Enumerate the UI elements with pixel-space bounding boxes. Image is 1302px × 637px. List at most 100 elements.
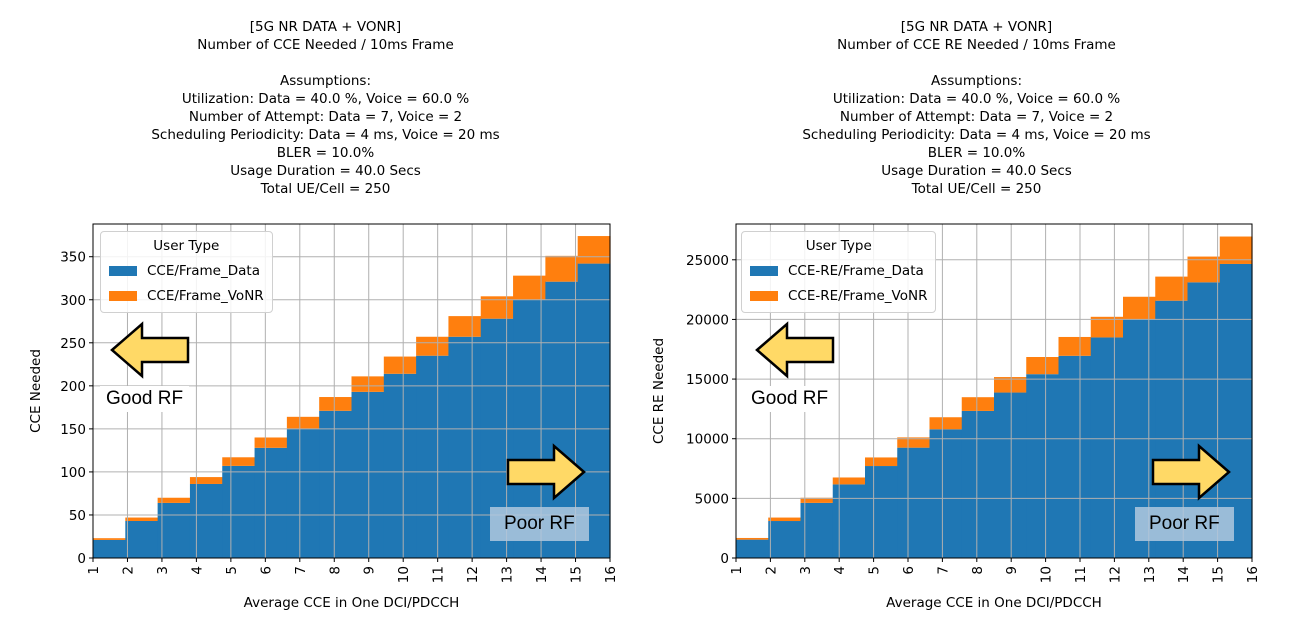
bar-data — [1090, 337, 1124, 558]
bar-data — [961, 410, 995, 558]
bar-vonr — [545, 255, 579, 282]
bar-vonr — [416, 336, 450, 356]
bar-vonr — [93, 538, 126, 540]
x-tick-label: 7 — [935, 566, 951, 575]
x-tick-label: 12 — [1107, 566, 1123, 583]
bar-vonr — [736, 537, 769, 540]
bar-vonr — [832, 477, 866, 485]
bar-vonr — [351, 376, 385, 392]
bar-vonr — [222, 457, 256, 466]
x-tick-label: 9 — [1004, 566, 1020, 575]
x-tick-label: 14 — [534, 566, 550, 583]
bar-vonr — [800, 497, 834, 503]
bar-vonr — [865, 457, 898, 467]
bar-vonr — [513, 275, 546, 300]
bar-data — [994, 392, 1027, 558]
y-tick-label: 350 — [60, 250, 86, 266]
y-tick-label: 25000 — [686, 253, 729, 269]
bar-vonr — [254, 437, 288, 448]
title-line: Scheduling Periodicity: Data = 4 ms, Voi… — [151, 127, 500, 143]
bar-vonr — [319, 397, 353, 411]
bar-data — [383, 373, 417, 558]
x-tick-label: 10 — [1039, 566, 1055, 583]
bar-data — [286, 428, 320, 558]
legend: User Type CCE/Frame_Data CCE/Frame_VoNR — [100, 231, 273, 313]
x-tick-label: 11 — [431, 566, 447, 583]
bar-vonr — [768, 517, 802, 522]
title-line: Total UE/Cell = 250 — [911, 181, 1042, 197]
x-axis-label: Average CCE in One DCI/PDCCH — [886, 595, 1102, 611]
bar-data — [865, 466, 898, 558]
y-tick-label: 5000 — [695, 491, 729, 507]
title-line: Assumptions: — [930, 73, 1023, 89]
legend-label-data: CCE/Frame_Data — [147, 262, 260, 279]
x-tick-label: 16 — [1245, 566, 1261, 583]
left-arrow-icon — [110, 321, 190, 379]
x-tick-label: 15 — [1211, 566, 1227, 583]
y-axis-label: CCE Needed — [28, 349, 44, 433]
y-tick-label: 0 — [77, 551, 86, 567]
bar-vonr — [961, 397, 995, 411]
legend-title: User Type — [805, 238, 872, 254]
legend-swatch-vonr — [750, 290, 778, 301]
bar-vonr — [577, 236, 611, 264]
bar-data — [351, 391, 385, 558]
x-tick-label: 10 — [396, 566, 412, 583]
x-tick-label: 6 — [258, 566, 274, 575]
right-arrow-icon — [506, 443, 586, 501]
x-axis-label: Average CCE in One DCI/PDCCH — [244, 595, 460, 611]
title-line: BLER = 10.0% — [927, 145, 1026, 161]
bar-vonr — [1155, 276, 1189, 301]
bar-vonr — [448, 316, 482, 337]
bar-data — [222, 465, 256, 558]
legend-title: User Type — [153, 238, 220, 254]
chart-title: [5G NR DATA + VONR] Number of CCE Needed … — [0, 18, 651, 198]
x-tick-label: 3 — [155, 566, 171, 575]
x-tick-label: 4 — [832, 566, 848, 575]
legend-label-vonr: CCE/Frame_VoNR — [147, 287, 264, 304]
legend-item-vonr: CCE/Frame_VoNR — [109, 283, 264, 308]
bar-data — [800, 502, 834, 558]
title-line: Scheduling Periodicity: Data = 4 ms, Voi… — [802, 127, 1151, 143]
legend: User Type CCE-RE/Frame_Data CCE-RE/Frame… — [741, 231, 937, 313]
bar-data — [768, 521, 802, 558]
title-line: Number of Attempt: Data = 7, Voice = 2 — [188, 109, 463, 125]
bar-vonr — [1090, 316, 1124, 338]
bar-vonr — [286, 416, 320, 429]
bar-data — [189, 483, 223, 558]
x-tick-label: 5 — [867, 566, 883, 575]
legend-swatch-vonr — [109, 290, 137, 301]
x-tick-label: 6 — [901, 566, 917, 575]
bar-data — [832, 484, 866, 558]
title-line: Utilization: Data = 40.0 %, Voice = 60.0… — [181, 91, 470, 107]
title-line: Utilization: Data = 40.0 %, Voice = 60.0… — [832, 91, 1121, 107]
y-tick-label: 10000 — [686, 432, 729, 448]
left-arrow-icon — [755, 321, 835, 379]
bar-vonr — [1187, 256, 1221, 283]
y-tick-label: 100 — [60, 465, 86, 481]
legend-swatch-data — [750, 265, 778, 276]
bar-vonr — [994, 377, 1027, 393]
x-tick-label: 7 — [293, 566, 309, 575]
bar-vonr — [125, 517, 159, 521]
plot-frame — [735, 223, 1253, 559]
legend-label-data: CCE-RE/Frame_Data — [788, 262, 924, 279]
y-axis-label: CCE RE Needed — [651, 338, 667, 444]
title-line: Number of CCE RE Needed / 10ms Frame — [837, 37, 1116, 53]
x-tick-label: 15 — [569, 566, 585, 583]
title-line: Usage Duration = 40.0 Secs — [881, 163, 1072, 179]
x-tick-label: 8 — [327, 566, 343, 575]
x-tick-label: 12 — [465, 566, 481, 583]
bar-data — [1026, 374, 1060, 558]
bar-vonr — [189, 477, 223, 484]
y-tick-label: 250 — [60, 336, 86, 352]
x-tick-label: 5 — [224, 566, 240, 575]
bar-vonr — [1123, 296, 1156, 320]
bar-vonr — [1058, 336, 1092, 356]
bar-data — [319, 410, 353, 558]
poor-rf-label: Poor RF — [1135, 507, 1234, 541]
title-line: [5G NR DATA + VONR] — [249, 19, 402, 35]
bar-vonr — [480, 296, 514, 319]
legend-item-vonr: CCE-RE/Frame_VoNR — [750, 283, 927, 308]
